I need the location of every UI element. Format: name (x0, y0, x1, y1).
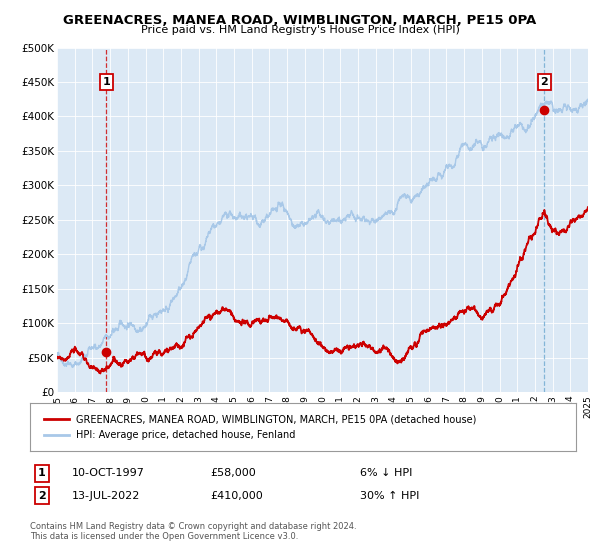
Text: 6% ↓ HPI: 6% ↓ HPI (360, 468, 412, 478)
Text: 2: 2 (541, 77, 548, 87)
Text: 2: 2 (38, 491, 46, 501)
Text: 30% ↑ HPI: 30% ↑ HPI (360, 491, 419, 501)
Text: 13-JUL-2022: 13-JUL-2022 (72, 491, 140, 501)
Text: Price paid vs. HM Land Registry's House Price Index (HPI): Price paid vs. HM Land Registry's House … (140, 25, 460, 35)
Text: 10-OCT-1997: 10-OCT-1997 (72, 468, 145, 478)
Text: 1: 1 (103, 77, 110, 87)
Text: £58,000: £58,000 (210, 468, 256, 478)
Text: £410,000: £410,000 (210, 491, 263, 501)
Text: GREENACRES, MANEA ROAD, WIMBLINGTON, MARCH, PE15 0PA: GREENACRES, MANEA ROAD, WIMBLINGTON, MAR… (64, 14, 536, 27)
Legend: GREENACRES, MANEA ROAD, WIMBLINGTON, MARCH, PE15 0PA (detached house), HPI: Aver: GREENACRES, MANEA ROAD, WIMBLINGTON, MAR… (40, 410, 481, 444)
Text: Contains HM Land Registry data © Crown copyright and database right 2024.
This d: Contains HM Land Registry data © Crown c… (30, 522, 356, 542)
Text: 1: 1 (38, 468, 46, 478)
